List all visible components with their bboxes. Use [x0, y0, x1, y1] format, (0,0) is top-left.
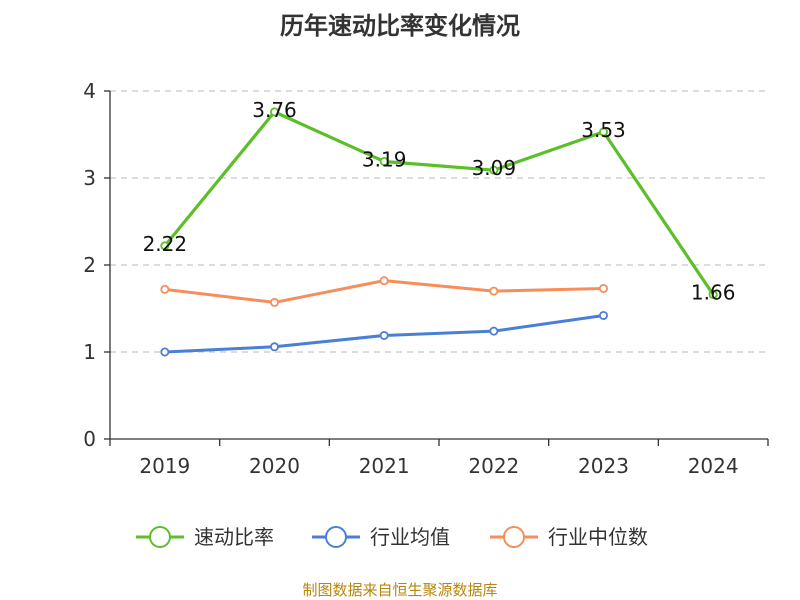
series-line-1	[163, 110, 715, 296]
data-point	[160, 284, 170, 294]
data-label: 1.66	[691, 281, 736, 305]
x-tick-label: 2023	[578, 454, 629, 478]
data-point	[379, 276, 389, 286]
gridlines	[110, 90, 768, 353]
y-tick-label: 0	[83, 427, 96, 451]
data-point	[599, 283, 609, 293]
y-tick-label: 1	[83, 340, 96, 364]
data-label: 3.19	[362, 147, 407, 171]
data-point	[269, 342, 279, 352]
legend-marker-icon	[325, 526, 347, 548]
axes: 0 1 2 3 4 2019 2020 2021 2022 2023 2024	[83, 79, 769, 478]
legend-label: 行业均值	[370, 525, 450, 549]
x-tick-label: 2021	[359, 454, 410, 478]
data-label: 3.09	[472, 156, 517, 180]
data-point	[708, 290, 718, 300]
x-tick-label: 2019	[139, 454, 190, 478]
data-label: 3.76	[252, 98, 297, 122]
y-tick-label: 3	[83, 166, 96, 190]
data-point	[160, 241, 170, 251]
data-point	[379, 330, 389, 340]
series-layer	[160, 107, 718, 357]
data-point	[379, 156, 389, 166]
y-tick-label: 2	[83, 253, 96, 277]
data-point	[599, 127, 609, 137]
data-point	[599, 310, 609, 320]
legend-marker-icon	[503, 526, 525, 548]
data-point	[269, 107, 279, 117]
legend-label: 速动比率	[194, 525, 274, 549]
x-tick-label: 2020	[249, 454, 300, 478]
data-point	[269, 297, 279, 307]
legend-label: 行业中位数	[548, 525, 648, 549]
data-labels: 2.22 3.76 3.19 3.09 3.53 1.66	[143, 98, 736, 305]
data-point	[160, 347, 170, 357]
data-label: 2.22	[143, 232, 188, 256]
data-label: 3.53	[581, 118, 626, 142]
data-point	[489, 165, 499, 175]
source-note: 制图数据来自恒生聚源数据库	[302, 581, 497, 599]
x-tick-label: 2022	[468, 454, 519, 478]
data-point	[489, 326, 499, 336]
y-tick-label: 4	[83, 79, 96, 103]
legend-item[interactable]: 行业均值	[312, 525, 450, 549]
legend-marker-icon	[149, 526, 171, 548]
data-point	[489, 286, 499, 296]
x-tick-label: 2024	[688, 454, 739, 478]
legend[interactable]: 速动比率 行业均值 行业中位数	[136, 525, 648, 549]
chart-title: 历年速动比率变化情况	[280, 12, 520, 40]
legend-item[interactable]: 速动比率	[136, 525, 274, 549]
legend-item[interactable]: 行业中位数	[490, 525, 648, 549]
